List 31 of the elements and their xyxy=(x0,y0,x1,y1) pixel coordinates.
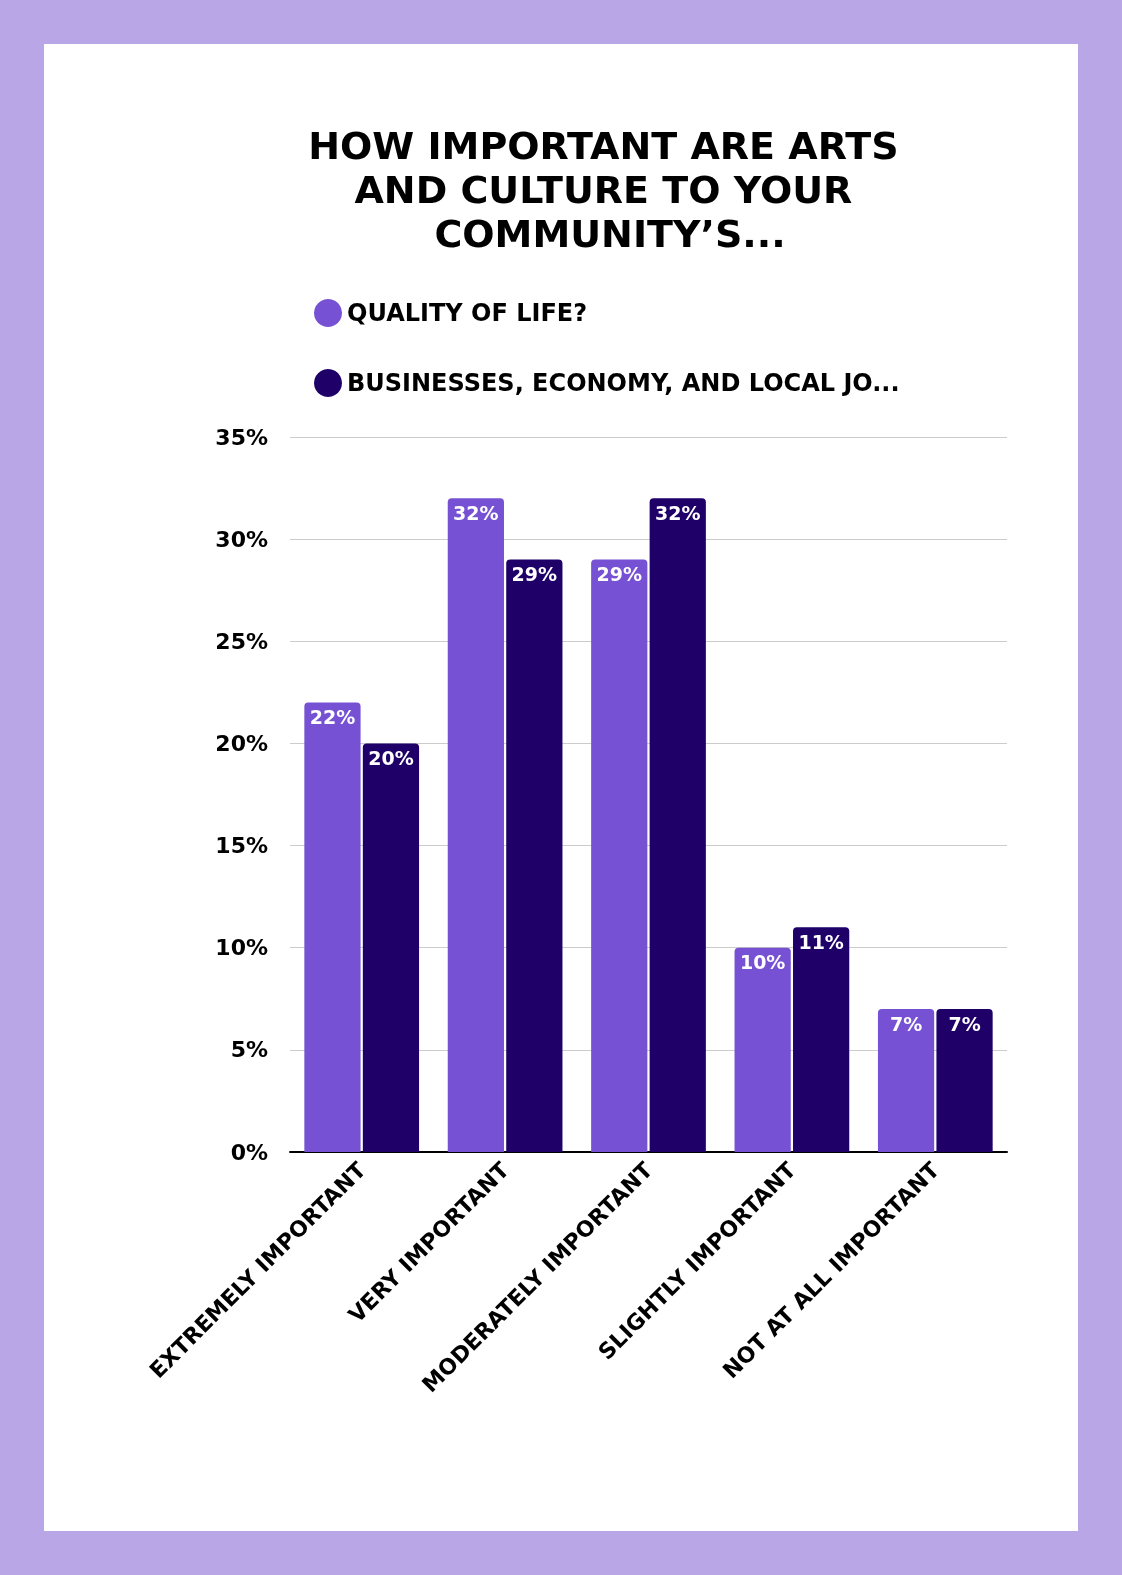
legend-label: BUSINESSES, ECONOMY, AND LOCAL JO... xyxy=(347,369,900,397)
data-label: 20% xyxy=(368,746,414,769)
data-label: 7% xyxy=(889,1012,923,1035)
data-label: 10% xyxy=(739,951,786,974)
data-label: 7% xyxy=(948,1012,981,1035)
bar xyxy=(591,559,648,1152)
bar xyxy=(734,947,791,1152)
y-tick-label: 25% xyxy=(215,628,268,654)
data-label: 22% xyxy=(309,706,356,729)
bar xyxy=(506,559,563,1152)
data-label: 29% xyxy=(511,563,558,586)
data-label: 32% xyxy=(655,501,701,524)
y-tick-label: 15% xyxy=(215,833,268,859)
y-tick-label: 35% xyxy=(215,424,268,450)
y-tick-label: 5% xyxy=(230,1037,268,1063)
data-label: 29% xyxy=(596,563,642,586)
y-tick-label: 30% xyxy=(215,526,268,552)
y-tick-label: 20% xyxy=(215,730,268,756)
bar xyxy=(362,743,420,1152)
chart-title: HOW IMPORTANT ARE ARTS AND CULTURE TO YOUR COMMUNITY’S... xyxy=(308,124,912,256)
y-tick-label: 0% xyxy=(230,1139,268,1165)
bar xyxy=(649,498,706,1152)
data-label: 11% xyxy=(798,930,844,953)
data-label: 32% xyxy=(453,501,499,524)
bar xyxy=(304,702,361,1152)
bar xyxy=(936,1009,993,1152)
y-tick-label: 10% xyxy=(215,935,268,961)
bar xyxy=(447,498,504,1152)
legend-label: QUALITY OF LIFE? xyxy=(347,299,588,327)
bar xyxy=(793,927,850,1152)
bar xyxy=(877,1009,935,1152)
